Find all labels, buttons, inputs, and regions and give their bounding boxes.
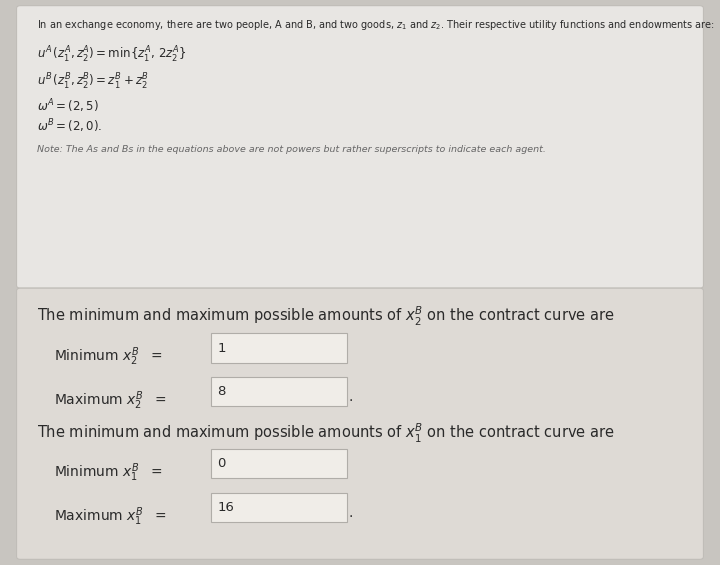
Text: Maximum $x_1^B$  $=$: Maximum $x_1^B$ $=$ (54, 506, 166, 528)
Text: 0: 0 (217, 457, 226, 470)
FancyBboxPatch shape (211, 333, 347, 363)
Text: The minimum and maximum possible amounts of $x_2^B$ on the contract curve are: The minimum and maximum possible amounts… (37, 305, 615, 328)
Text: $u^A\,(z_1^A, z_2^A) = \min\{z_1^A,\, 2z_2^A\}$: $u^A\,(z_1^A, z_2^A) = \min\{z_1^A,\, 2z… (37, 45, 187, 66)
Text: .: . (348, 506, 353, 520)
FancyBboxPatch shape (211, 449, 347, 478)
Text: 8: 8 (217, 385, 226, 398)
Text: Note: The As and Bs in the equations above are not powers but rather superscript: Note: The As and Bs in the equations abo… (37, 145, 546, 154)
FancyBboxPatch shape (211, 377, 347, 406)
Text: Minimum $x_2^B$  $=$: Minimum $x_2^B$ $=$ (54, 346, 162, 368)
Text: $u^B\,(z_1^B, z_2^B) = z_1^B + z_2^B$: $u^B\,(z_1^B, z_2^B) = z_1^B + z_2^B$ (37, 72, 150, 93)
Text: $\omega^B = (2, 0).$: $\omega^B = (2, 0).$ (37, 118, 103, 135)
Text: In an exchange economy, there are two people, A and B, and two goods, $z_1$ and : In an exchange economy, there are two pe… (37, 18, 716, 32)
Text: Minimum $x_1^B$  $=$: Minimum $x_1^B$ $=$ (54, 462, 162, 484)
Text: 16: 16 (217, 501, 234, 514)
Text: 1: 1 (217, 342, 226, 355)
Text: .: . (348, 390, 353, 404)
Text: $\omega^A = (2, 5)$: $\omega^A = (2, 5)$ (37, 97, 99, 115)
FancyBboxPatch shape (17, 6, 703, 288)
Text: The minimum and maximum possible amounts of $x_1^B$ on the contract curve are: The minimum and maximum possible amounts… (37, 422, 615, 445)
FancyBboxPatch shape (17, 288, 703, 559)
FancyBboxPatch shape (211, 493, 347, 522)
Text: Maximum $x_2^B$  $=$: Maximum $x_2^B$ $=$ (54, 390, 166, 412)
